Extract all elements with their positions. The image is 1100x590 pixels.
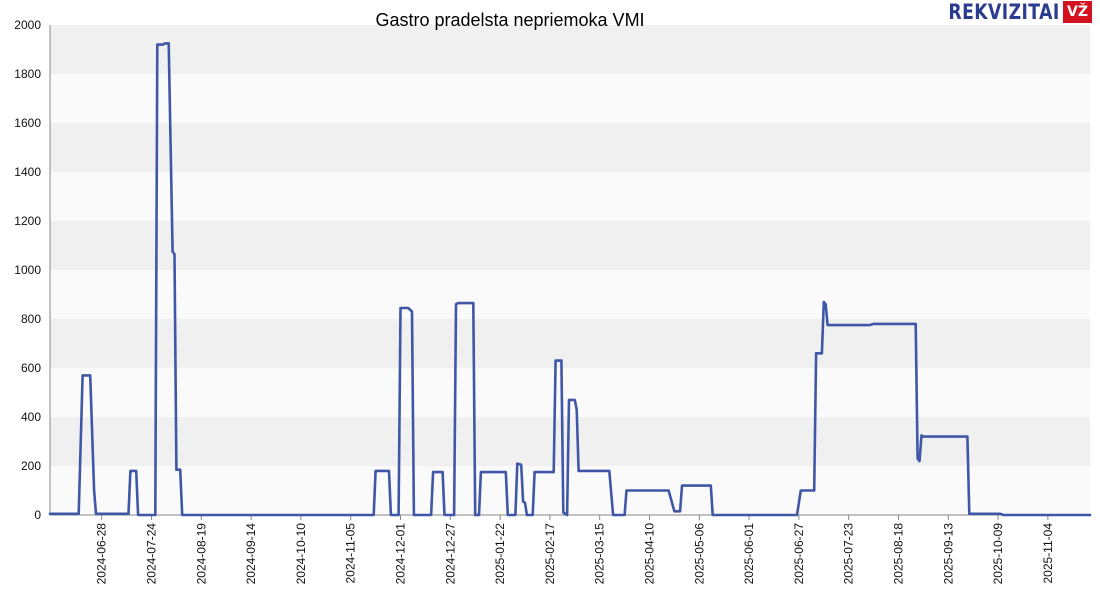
- x-tick-label: 2025-06-27: [792, 523, 806, 585]
- grid-band: [50, 172, 1090, 221]
- grid-band: [50, 221, 1090, 270]
- x-tick-label: 2025-09-13: [941, 523, 955, 585]
- grid-band: [50, 25, 1090, 74]
- y-tick-label: 200: [21, 459, 41, 473]
- y-axis: 0 200 400 600 800 1000 1200 1400 1600 1800 2000: [14, 18, 51, 522]
- series-layer: [48, 42, 1092, 517]
- y-tick-label: 0: [34, 508, 41, 522]
- y-tick-label: 1400: [14, 165, 41, 179]
- x-axis: 2024-06-28 2024-07-24 2024-08-19 2024-09-14…: [50, 514, 1090, 585]
- grid-band: [50, 270, 1090, 319]
- x-tick-label: 2024-09-14: [244, 523, 258, 585]
- x-tick-label: 2024-10-10: [294, 523, 308, 585]
- x-tick-label: 2024-12-01: [393, 523, 407, 585]
- x-tick-label: 2024-07-24: [145, 523, 159, 585]
- y-tick-label: 600: [21, 361, 41, 375]
- series-line: [48, 42, 1092, 517]
- y-tick-label: 1200: [14, 214, 41, 228]
- y-tick-label: 400: [21, 410, 41, 424]
- x-tick-label: 2025-08-18: [891, 523, 905, 585]
- grid-band: [50, 466, 1090, 515]
- y-tick-label: 2000: [14, 18, 41, 32]
- grid-band: [50, 123, 1090, 172]
- grid-band: [50, 417, 1090, 466]
- brand-badge: VŽ: [1063, 1, 1092, 23]
- grid-band: [50, 319, 1090, 368]
- brand-name: REKVIZITAI: [948, 0, 1060, 24]
- grid-band: [50, 74, 1090, 123]
- x-tick-label: 2025-06-01: [742, 523, 756, 585]
- x-tick-label: 2025-05-06: [692, 523, 706, 585]
- x-tick-label: 2025-03-15: [593, 523, 607, 585]
- y-tick-label: 1600: [14, 116, 41, 130]
- x-tick-label: 2025-04-10: [642, 523, 656, 585]
- x-tick-label: 2025-01-22: [493, 523, 507, 585]
- y-tick-label: 800: [21, 312, 41, 326]
- x-tick-label: 2024-11-05: [344, 523, 358, 584]
- x-tick-label: 2024-08-19: [194, 523, 208, 585]
- y-tick-label: 1000: [14, 263, 41, 277]
- x-tick-label: 2025-02-17: [543, 523, 557, 585]
- x-tick-label: 2025-07-23: [842, 523, 856, 585]
- y-tick-label: 1800: [14, 67, 41, 81]
- x-tick-label: 2025-10-09: [991, 523, 1005, 585]
- brand-logo: REKVIZITAI VŽ: [924, 0, 1092, 24]
- x-tick-label: 2024-06-28: [95, 523, 109, 585]
- x-tick-label: 2024-12-27: [443, 523, 457, 585]
- x-tick-label: 2025-11-04: [1041, 523, 1055, 584]
- chart-title: Gastro pradelsta nepriemoka VMI: [375, 10, 645, 30]
